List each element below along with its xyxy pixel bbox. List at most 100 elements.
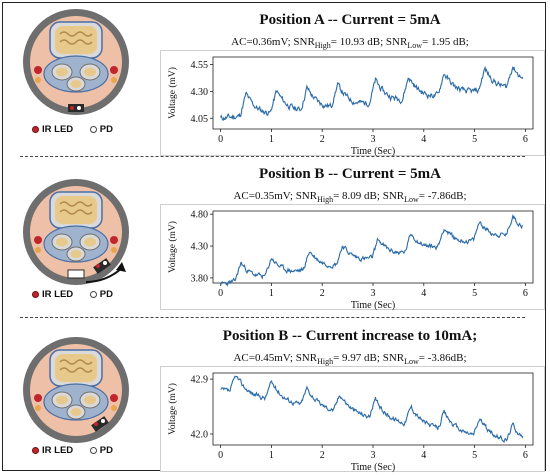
marrow-texture (59, 31, 93, 45)
x-tick-label: 5 (472, 288, 477, 299)
y-tick-label: 4.30 (191, 242, 209, 253)
marrow-upper (55, 354, 97, 382)
pd-icon (89, 125, 97, 133)
voltage-trace (220, 375, 524, 444)
sensor-ir-led (94, 422, 98, 426)
y-tick-label: 4.05 (191, 114, 209, 125)
x-tick-label: 1 (269, 134, 274, 145)
pd-icon (89, 290, 97, 298)
bone-left-core (56, 395, 68, 405)
panel-metrics: AC=0.35mV; SNRHigh= 8.09 dB; SNRLow= -7.… (160, 190, 540, 204)
sensor-ir-led (70, 106, 74, 110)
x-tick-label: 4 (421, 450, 426, 461)
ac-value: AC=0.45mV; (233, 352, 293, 364)
marker-right-orange (111, 77, 117, 83)
sensor-pd (101, 419, 105, 423)
bone-left-core (56, 237, 68, 247)
y-tick-label: 4.30 (191, 87, 209, 98)
ac-value: AC=0.35mV; (233, 190, 293, 202)
x-tick-label: 2 (320, 450, 325, 461)
chart-c: 0 1 2 3 4 5 6 42.0 42.9 Time (Sec) Voltage (mV) (160, 366, 545, 473)
marrow-upper (55, 196, 97, 224)
ir-led-marker-left (34, 394, 42, 402)
x-tick-label: 3 (371, 134, 376, 145)
panel-title: Position B -- Current = 5mA (258, 166, 441, 182)
chart-a: 0 1 2 3 4 5 6 4.05 4.30 4.55 Time (Sec) Voltage (mV… (160, 50, 545, 157)
panel-position-b-10ma: Position B -- Current increase to 10mA; … (0, 318, 550, 475)
legend-ir: IR LED (32, 124, 73, 135)
chart-a-svg: 0 1 2 3 4 5 6 4.05 4.30 4.55 Time (Sec) Voltage (mV… (167, 56, 534, 157)
bone-right-core (84, 67, 96, 77)
ir-led-icon (32, 290, 39, 298)
legend-ir: IR LED (32, 445, 73, 456)
ir-led-marker-left (34, 66, 42, 74)
bone-right-core (84, 395, 96, 405)
marker-left-orange (35, 247, 41, 253)
x-tick-label: 5 (472, 134, 477, 145)
legend: IR LED PD (32, 289, 127, 300)
snr-low: SNRLow= -7.86dB; (382, 190, 467, 205)
separator-2 (20, 317, 525, 318)
x-axis-label: Time (Sec) (351, 300, 395, 311)
bone-right-core (84, 237, 96, 247)
y-tick-label: 42.0 (191, 430, 209, 441)
legend-pd: PD (89, 124, 113, 135)
marker-right-orange (111, 405, 117, 411)
chart-b-svg: 0 1 2 3 4 5 6 3.80 4.30 4.80 Time (Sec) Voltage (mV… (167, 210, 534, 311)
bone-bottom-core (70, 408, 82, 416)
x-tick-label: 5 (472, 450, 477, 461)
y-tick-label: 3.80 (191, 273, 209, 284)
marrow-upper (55, 26, 97, 54)
ir-led-marker-left (34, 236, 42, 244)
sensor-module (68, 104, 84, 112)
x-tick-label: 0 (218, 450, 223, 461)
x-tick-label: 0 (218, 288, 223, 299)
legend: IR LED PD (32, 124, 127, 135)
marrow-texture (59, 201, 93, 215)
sensor-diagram (23, 337, 129, 443)
x-tick-label: 4 (421, 288, 426, 299)
x-tick-label: 4 (421, 134, 426, 145)
snr-high: SNRHigh= 10.93 dB; (293, 36, 384, 51)
plot-area (212, 210, 534, 284)
arrow-head-icon (116, 262, 126, 272)
voltage-trace (220, 65, 524, 122)
x-tick-label: 3 (371, 450, 376, 461)
sensor-diagram (23, 179, 129, 285)
x-tick-label: 6 (523, 288, 528, 299)
bone-bottom-core (70, 80, 82, 88)
ir-led-icon (32, 125, 39, 133)
panel-metrics: AC=0.36mV; SNRHigh= 10.93 dB; SNRLow= 1.… (160, 36, 540, 50)
y-tick-label: 42.9 (191, 375, 209, 386)
chart-b: 0 1 2 3 4 5 6 3.80 4.30 4.80 Time (Sec) Voltage (mV… (160, 204, 545, 311)
separator-1 (20, 156, 525, 157)
legend: IR LED PD (32, 445, 127, 456)
pd-icon (89, 446, 97, 454)
bone-left-core (56, 67, 68, 77)
chart-c-svg: 0 1 2 3 4 5 6 42.0 42.9 Time (Sec) Voltage (mV) (167, 372, 534, 473)
x-tick-label: 6 (523, 450, 528, 461)
x-tick-label: 3 (371, 288, 376, 299)
panel-metrics: AC=0.45mV; SNRHigh= 9.97 dB; SNRLow= -3.… (160, 352, 540, 366)
ir-led-marker-right (110, 236, 118, 244)
x-tick-label: 1 (269, 450, 274, 461)
y-tick-label: 4.55 (191, 60, 209, 71)
ir-led-marker-right (110, 66, 118, 74)
snr-low: SNRLow= 1.95 dB; (385, 36, 469, 51)
x-axis-label: Time (Sec) (351, 462, 395, 473)
legend-pd: PD (89, 289, 113, 300)
x-tick-label: 2 (320, 288, 325, 299)
sensor-diagram (23, 9, 129, 115)
bone-bottom-core (70, 250, 82, 258)
snr-low: SNRLow= -3.86dB; (382, 352, 467, 367)
ir-led-marker-right (110, 394, 118, 402)
x-tick-label: 6 (523, 134, 528, 145)
sensor-pd (103, 261, 107, 265)
legend-pd: PD (89, 445, 113, 456)
panel-title: Position A -- Current = 5mA (259, 12, 441, 28)
y-axis-label: Voltage (mV) (167, 383, 178, 435)
sensor-original-slot (67, 269, 85, 279)
sensor-ir-led (96, 264, 100, 268)
ir-led-icon (32, 446, 39, 454)
x-tick-label: 2 (320, 134, 325, 145)
